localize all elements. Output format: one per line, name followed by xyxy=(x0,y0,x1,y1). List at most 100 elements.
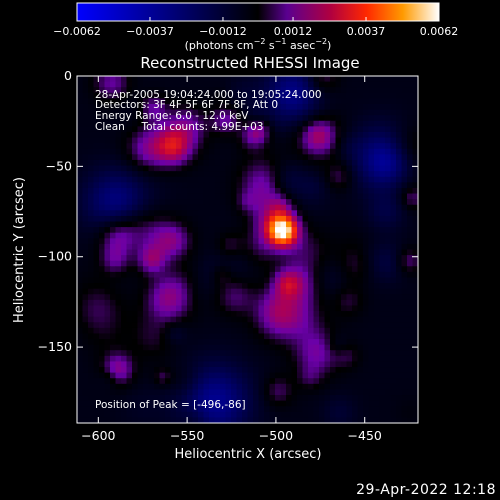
heatmap-cell xyxy=(82,350,89,357)
heatmap-cell xyxy=(242,383,249,391)
heatmap-cell xyxy=(148,322,155,329)
heatmap-cell xyxy=(165,98,172,105)
heatmap-cell xyxy=(407,81,414,88)
heatmap-cell xyxy=(225,271,232,279)
heatmap-cell xyxy=(82,243,89,251)
heatmap-cell xyxy=(126,288,133,295)
heatmap-cell xyxy=(236,98,243,105)
heatmap-cell xyxy=(313,131,320,139)
heatmap-cell xyxy=(236,305,243,312)
heatmap-cell xyxy=(341,277,348,284)
heatmap-cell xyxy=(132,98,139,105)
heatmap-cell xyxy=(115,361,122,368)
heatmap-cell xyxy=(253,395,260,402)
heatmap-cell xyxy=(220,76,227,83)
heatmap-cell xyxy=(264,115,271,122)
heatmap-cell xyxy=(319,193,326,200)
heatmap-cell xyxy=(319,109,326,116)
heatmap-cell xyxy=(82,322,89,329)
heatmap-cell xyxy=(148,210,155,217)
heatmap-cell xyxy=(121,126,128,133)
heatmap-cell xyxy=(264,350,271,357)
heatmap-cell xyxy=(82,311,89,318)
heatmap-cell xyxy=(203,227,210,234)
heatmap-cell xyxy=(170,81,177,88)
heatmap-cell xyxy=(253,115,260,122)
heatmap-cell xyxy=(220,378,227,385)
heatmap-cell xyxy=(181,271,188,279)
heatmap-cell xyxy=(379,120,386,127)
heatmap-cell xyxy=(324,271,331,279)
heatmap-cell xyxy=(165,204,172,211)
heatmap-cell xyxy=(258,148,265,155)
heatmap-cell xyxy=(253,143,260,150)
heatmap-cell xyxy=(363,255,370,262)
heatmap-cell xyxy=(110,288,117,295)
heatmap-cell xyxy=(308,378,315,385)
heatmap-cell xyxy=(297,193,304,200)
heatmap-cell xyxy=(176,350,183,357)
heatmap-cell xyxy=(308,395,315,402)
heatmap-cell xyxy=(225,215,232,223)
heatmap-cell xyxy=(82,120,89,127)
heatmap-cell xyxy=(198,283,205,290)
heatmap-cell xyxy=(165,137,172,144)
heatmap-cell xyxy=(192,339,199,346)
heatmap-cell xyxy=(247,322,254,329)
heatmap-cell xyxy=(264,266,271,273)
heatmap-cell xyxy=(258,154,265,161)
heatmap-cell xyxy=(148,193,155,200)
heatmap-cell xyxy=(297,227,304,234)
heatmap-cell xyxy=(137,389,144,396)
heatmap-cell xyxy=(159,383,166,391)
heatmap-cell xyxy=(214,143,221,150)
heatmap-cell xyxy=(346,367,353,374)
heatmap-cell xyxy=(121,143,128,150)
heatmap-cell xyxy=(198,232,205,239)
heatmap-cell xyxy=(176,204,183,211)
heatmap-cell xyxy=(203,277,210,284)
heatmap-cell xyxy=(225,327,232,335)
heatmap-cell xyxy=(341,260,348,267)
heatmap-cell xyxy=(231,355,238,363)
heatmap-cell xyxy=(170,92,177,99)
heatmap-cell xyxy=(115,288,122,295)
heatmap-cell xyxy=(242,367,249,374)
heatmap-cell xyxy=(220,137,227,144)
heatmap-cell xyxy=(352,76,359,83)
heatmap-cell xyxy=(121,283,128,290)
heatmap-cell xyxy=(214,76,221,83)
heatmap-cell xyxy=(275,383,282,391)
heatmap-cell xyxy=(77,344,84,351)
heatmap-cell xyxy=(214,232,221,239)
heatmap-cell xyxy=(407,395,414,402)
heatmap-cell xyxy=(115,182,122,189)
heatmap-cell xyxy=(341,383,348,391)
heatmap-cell xyxy=(396,327,403,335)
heatmap-cell xyxy=(99,344,106,351)
heatmap-cell xyxy=(187,148,194,155)
heatmap-cell xyxy=(170,98,177,105)
heatmap-cell xyxy=(352,406,359,413)
heatmap-cell xyxy=(82,137,89,144)
heatmap-cell xyxy=(280,249,287,256)
heatmap-cell xyxy=(302,417,309,423)
heatmap-cell xyxy=(319,406,326,413)
heatmap-cell xyxy=(77,260,84,267)
heatmap-cell xyxy=(165,355,172,363)
heatmap-cell xyxy=(401,389,408,396)
heatmap-cell xyxy=(324,417,331,423)
heatmap-cell xyxy=(159,126,166,133)
heatmap-cell xyxy=(363,159,370,167)
heatmap-cell xyxy=(352,277,359,284)
heatmap-cell xyxy=(379,400,386,407)
heatmap-cell xyxy=(214,277,221,284)
heatmap-cell xyxy=(280,361,287,368)
heatmap-cell xyxy=(236,271,243,279)
heatmap-cell xyxy=(137,227,144,234)
heatmap-cell xyxy=(253,327,260,335)
heatmap-cell xyxy=(313,137,320,144)
heatmap-cell xyxy=(88,137,95,144)
heatmap-cell xyxy=(396,249,403,256)
heatmap-cell xyxy=(302,159,309,167)
